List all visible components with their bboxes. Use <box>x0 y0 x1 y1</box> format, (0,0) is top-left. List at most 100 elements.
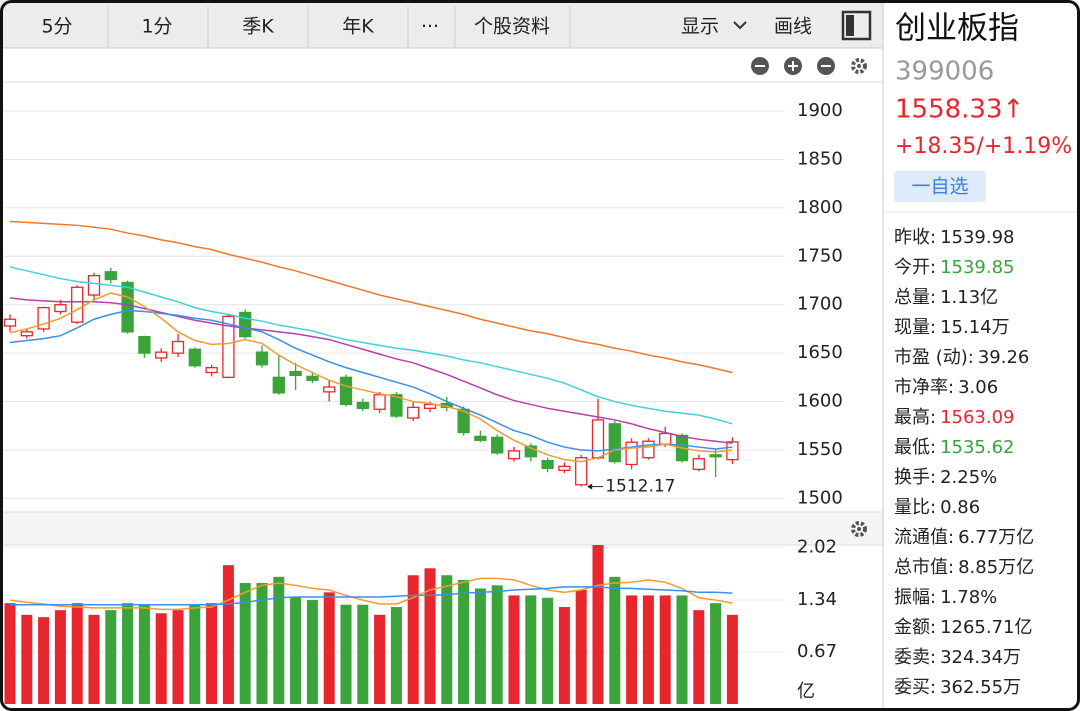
stat-value: 39.26 <box>978 347 1030 368</box>
layout-icon[interactable] <box>841 10 872 41</box>
y-tick-label: 1500 <box>797 487 843 508</box>
candle-body <box>575 457 588 486</box>
stat-label: 金额: <box>894 617 936 638</box>
volume-bar <box>458 579 470 704</box>
stat-label: 现量: <box>894 317 936 338</box>
stat: 最高: 1563.09 <box>894 407 1015 428</box>
candle-body <box>608 423 621 463</box>
volume-bar <box>138 604 150 704</box>
stat-label: 委卖: <box>894 647 936 668</box>
tab[interactable]: 1分 <box>141 16 172 38</box>
volume-bar <box>206 603 218 704</box>
toolbar <box>0 0 883 48</box>
stat-value: 1563.09 <box>940 407 1014 428</box>
stat: 总量: 1.13亿 <box>894 287 998 308</box>
candle-body <box>54 304 67 313</box>
candle-body <box>289 370 302 377</box>
stat-value: 0.86 <box>940 497 980 518</box>
y-tick-label: 1.34 <box>797 589 837 610</box>
stat: 昨收: 1539.98 <box>894 227 1015 248</box>
y-tick-label: 1750 <box>797 245 843 266</box>
volume-bar <box>626 595 638 704</box>
stat-value: 2.25% <box>940 467 997 488</box>
stat: 市净率: 3.06 <box>894 377 998 398</box>
volume-bar <box>575 589 587 704</box>
stat-label: 量比: <box>894 497 936 518</box>
candle-body <box>558 465 571 471</box>
candle-body <box>239 311 252 338</box>
stat: 市盈 (动): 39.26 <box>894 347 1029 368</box>
watch-button[interactable] <box>894 171 986 202</box>
annotation-arrowhead <box>587 483 593 490</box>
stat-label: 市净率: <box>894 377 954 398</box>
volume-bar <box>508 595 520 704</box>
stat-value: 1539.98 <box>940 227 1014 248</box>
candle-body <box>339 376 353 406</box>
tab[interactable]: 年K <box>342 16 374 38</box>
candle-body <box>474 435 487 441</box>
volume-bar <box>693 610 705 704</box>
stat: 流通值: 6.77万亿 <box>894 527 1034 548</box>
settings-icon[interactable] <box>851 521 867 537</box>
candle-body <box>306 375 319 381</box>
tab[interactable]: ··· <box>421 16 439 38</box>
dropdown-icon[interactable] <box>733 21 747 30</box>
zoom-controls[interactable] <box>751 57 867 75</box>
candle-body <box>37 306 50 330</box>
volume-bar <box>659 595 671 704</box>
candle-body <box>659 432 672 445</box>
candle-body <box>709 454 722 458</box>
volume-bar <box>273 576 285 704</box>
ma-line <box>9 292 733 463</box>
candle-body <box>373 394 386 410</box>
stat: 总市值: 8.85万亿 <box>894 557 1034 578</box>
volume-bar <box>441 575 453 704</box>
stat-value: 1535.62 <box>940 437 1014 458</box>
stat-value: 324.34万 <box>940 647 1021 668</box>
volume-bar <box>357 604 369 704</box>
price: 1558.33↑ <box>895 95 1024 125</box>
stat: 换手: 2.25% <box>894 467 997 488</box>
candle-body <box>155 351 168 359</box>
candle-body <box>3 318 17 327</box>
stat-label: 换手: <box>894 467 936 488</box>
stat-value: 362.55万 <box>940 677 1021 698</box>
candle-body <box>222 315 235 378</box>
volume-bar <box>155 613 167 704</box>
stat-value: 6.77万亿 <box>958 527 1034 548</box>
y-tick-label: 1850 <box>797 148 843 169</box>
tab[interactable]: 个股资料 <box>474 16 550 38</box>
stat: 最低: 1535.62 <box>894 437 1015 458</box>
candle-body <box>20 331 33 337</box>
change: +18.35/+1.19% <box>895 134 1072 159</box>
stat: 现量: 15.14万 <box>894 317 1010 338</box>
volume-bar <box>474 588 486 704</box>
low-annotation: 1512.17 <box>605 477 675 497</box>
ma-line <box>9 309 733 452</box>
y-tick-label: 1700 <box>797 294 843 315</box>
volume-bar <box>407 575 419 704</box>
stat-label: 流通值: <box>894 527 954 548</box>
volume-bar <box>676 595 688 704</box>
y-unit: 亿 <box>797 681 815 702</box>
volume-bar <box>374 614 386 704</box>
volume-bar <box>592 545 604 704</box>
tab[interactable]: 5分 <box>41 16 72 38</box>
tab-separators <box>107 6 571 48</box>
tab[interactable]: 季K <box>242 16 274 38</box>
candle-body <box>407 406 420 419</box>
candle-body <box>104 271 117 281</box>
stat-label: 振幅: <box>894 587 936 608</box>
stat: 振幅: 1.78% <box>894 587 997 608</box>
volume-header <box>0 512 883 545</box>
volume-bar <box>54 610 66 704</box>
volume-bar <box>256 583 268 704</box>
volume-bar <box>558 607 570 704</box>
draw-menu[interactable]: 画线 <box>774 16 812 38</box>
watch-button-label[interactable]: 一自选 <box>911 176 968 198</box>
volume-bar <box>290 596 302 704</box>
volume-bar <box>38 617 50 704</box>
stat-value: 8.85万亿 <box>958 557 1034 578</box>
display-menu[interactable]: 显示 <box>681 16 719 38</box>
